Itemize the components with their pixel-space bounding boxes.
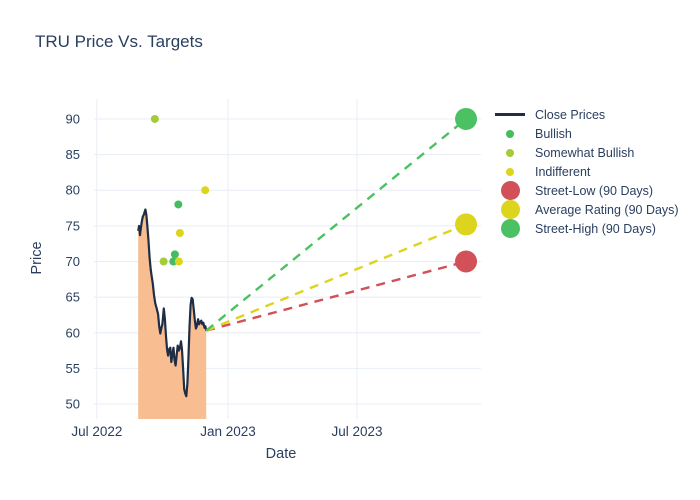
legend-line-swatch — [495, 113, 525, 116]
y-tick-label: 70 — [66, 254, 80, 269]
x-tick-label: Jul 2022 — [71, 424, 122, 439]
legend-item-bullish[interactable]: Bullish — [495, 124, 679, 143]
rating-point-indifferent[interactable] — [201, 186, 210, 195]
legend-item-street_high[interactable]: Street-High (90 Days) — [495, 219, 679, 238]
close-price-area — [138, 209, 207, 419]
target-marker-street_low[interactable] — [455, 250, 478, 273]
rating-point-bullish[interactable] — [174, 200, 183, 209]
target-marker-street_high[interactable] — [455, 107, 478, 130]
target-marker-average[interactable] — [455, 213, 478, 236]
rating-point-somewhat_bullish[interactable] — [159, 257, 168, 266]
legend-item-indifferent[interactable]: Indifferent — [495, 162, 679, 181]
legend-label: Somewhat Bullish — [535, 145, 635, 160]
target-line-average[interactable] — [205, 223, 467, 332]
legend-marker-icon — [495, 167, 525, 176]
x-axis-title: Date — [265, 446, 297, 462]
y-tick-label: 85 — [66, 147, 80, 162]
close-price-line[interactable] — [137, 208, 208, 398]
legend-label: Bullish — [535, 126, 572, 141]
legend-label: Street-Low (90 Days) — [535, 183, 654, 198]
y-axis-title: Price — [29, 241, 45, 275]
rating-point-somewhat_bullish[interactable] — [150, 114, 159, 123]
y-tick-label: 50 — [66, 397, 80, 412]
legend-label: Close Prices — [535, 107, 606, 122]
target-line-street_low[interactable] — [205, 260, 467, 332]
y-tick-label: 80 — [66, 183, 80, 198]
rating-point-indifferent[interactable] — [175, 228, 184, 237]
x-tick-label: Jul 2023 — [331, 424, 382, 439]
legend-label: Average Rating (90 Days) — [535, 202, 679, 217]
rating-point-bullish[interactable] — [169, 257, 178, 266]
y-tick-label: 55 — [66, 361, 80, 376]
legend-marker-icon — [495, 148, 525, 157]
target-line-street_high[interactable] — [205, 118, 467, 332]
legend-marker-icon — [495, 200, 525, 219]
chart-title: TRU Price Vs. Targets — [35, 32, 203, 51]
legend-marker-icon — [495, 181, 525, 200]
rating-point-indifferent[interactable] — [174, 257, 183, 266]
legend-item-street_low[interactable]: Street-Low (90 Days) — [495, 181, 679, 200]
rating-point-bullish[interactable] — [170, 250, 179, 259]
legend-marker-icon — [495, 129, 525, 138]
legend-item-somewhat_bullish[interactable]: Somewhat Bullish — [495, 143, 679, 162]
y-tick-label: 65 — [66, 290, 80, 305]
legend-item-average[interactable]: Average Rating (90 Days) — [495, 200, 679, 219]
x-tick-label: Jan 2023 — [200, 424, 256, 439]
legend-marker-icon — [495, 219, 525, 238]
legend-label: Street-High (90 Days) — [535, 221, 656, 236]
legend-item-close_line[interactable]: Close Prices — [495, 105, 679, 124]
y-tick-label: 75 — [66, 218, 80, 233]
legend-label: Indifferent — [535, 164, 591, 179]
y-tick-label: 90 — [66, 111, 80, 126]
y-tick-label: 60 — [66, 325, 80, 340]
legend: Close Prices Bullish Somewhat Bullish Indif… — [495, 105, 679, 238]
